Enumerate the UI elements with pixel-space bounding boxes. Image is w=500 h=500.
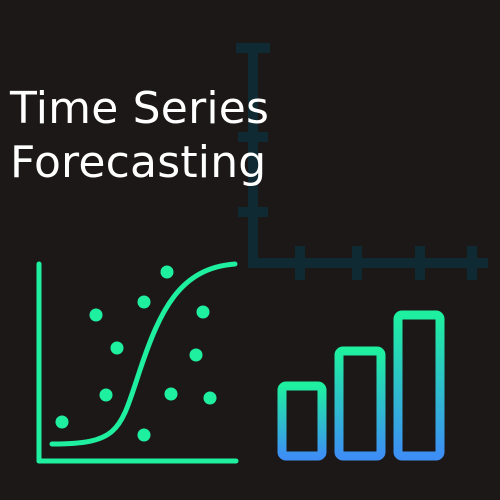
scatter-points (55, 265, 217, 442)
title-line-1: Time Series (10, 83, 270, 134)
scatter-point (196, 305, 210, 319)
faint-axes-icon (236, 43, 488, 280)
bar-outline (334, 346, 386, 461)
title-line-2: Forecasting (10, 137, 267, 188)
scatter-point (110, 341, 124, 355)
bar-outline (277, 381, 327, 461)
scatter-point (203, 391, 217, 405)
scatter-point (99, 388, 113, 402)
scatter-point (160, 265, 174, 279)
scatter-point (137, 428, 151, 442)
scatter-point (55, 415, 69, 429)
scatter-point (189, 348, 203, 362)
bar-chart-icon (256, 310, 467, 462)
scatter-point (164, 387, 178, 401)
page-title: Time Series Forecasting (10, 82, 310, 190)
bar-outline (393, 310, 445, 461)
scatter-point (137, 295, 151, 309)
scatter-axes (36, 261, 239, 464)
scatter-point (89, 308, 103, 322)
sigmoid-curve (49, 261, 238, 447)
scatter-sigmoid-icon (36, 261, 239, 464)
